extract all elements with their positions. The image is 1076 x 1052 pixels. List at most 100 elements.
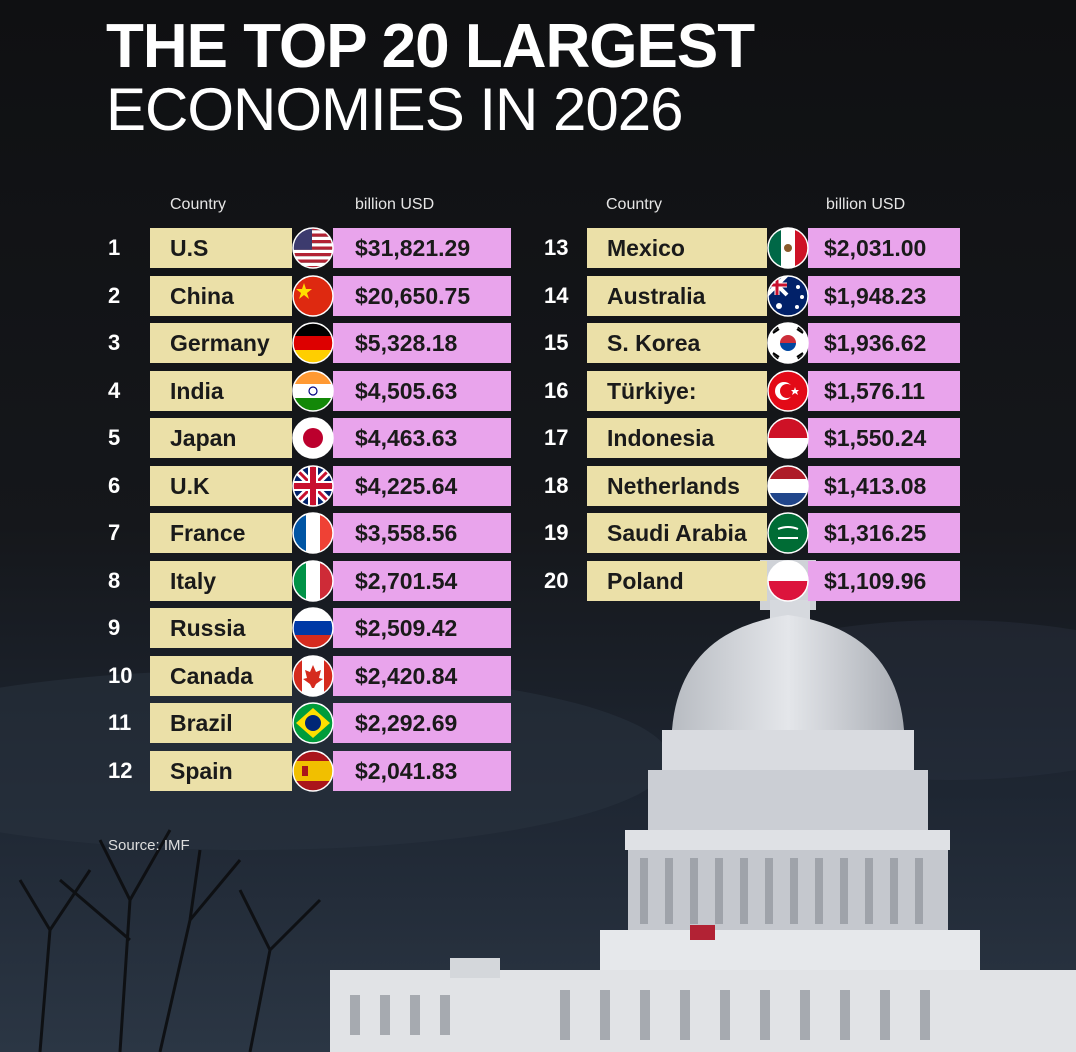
rank-label: 18	[544, 473, 569, 498]
rank-label: 3	[108, 330, 121, 355]
gdp-value: $2,420.84	[355, 663, 458, 689]
page-title: THE TOP 20 LARGEST	[106, 12, 755, 81]
india-flag-icon	[292, 370, 334, 412]
rank-label: 9	[108, 615, 121, 640]
country-cell: India	[150, 371, 292, 411]
country-cell: Spain	[150, 751, 292, 791]
country-cell: Germany	[150, 323, 292, 363]
netherlands-flag-icon	[767, 465, 809, 507]
gdp-value: $20,650.75	[355, 283, 471, 309]
column-header-country-right: Country	[606, 196, 663, 213]
spain-flag-icon	[292, 750, 334, 792]
gdp-value: $2,701.54	[355, 568, 458, 594]
rank-label: 20	[544, 568, 569, 593]
country-cell: Russia	[150, 608, 292, 648]
value-cell: $31,821.29	[333, 228, 511, 268]
country-name: Spain	[170, 758, 233, 784]
value-cell: $4,225.64	[333, 466, 511, 506]
value-cell: $2,041.83	[333, 751, 511, 791]
country-cell: Italy	[150, 561, 292, 601]
gdp-value: $1,316.25	[824, 520, 927, 546]
country-cell: Saudi Arabia	[587, 513, 767, 553]
rank-label: 11	[108, 710, 132, 735]
japan-flag-icon	[292, 417, 334, 459]
gdp-value: $2,292.69	[355, 710, 458, 736]
country-name: India	[170, 378, 224, 404]
value-cell: $1,550.24	[808, 418, 960, 458]
value-cell: $2,292.69	[333, 703, 511, 743]
gdp-value: $1,109.96	[824, 568, 927, 594]
gdp-value: $1,550.24	[824, 425, 927, 451]
germany-flag-icon	[292, 322, 334, 364]
gdp-value: $5,328.18	[355, 330, 458, 356]
value-cell: $5,328.18	[333, 323, 511, 363]
country-cell: Türkiye:	[587, 371, 767, 411]
column-header-value-right: billion USD	[826, 196, 906, 213]
country-cell: Netherlands	[587, 466, 767, 506]
saudi-arabia-flag-icon	[767, 512, 809, 554]
rank-label: 14	[544, 283, 569, 308]
country-name: France	[170, 520, 246, 546]
gdp-value: $31,821.29	[355, 235, 471, 261]
usa-flag-icon	[292, 227, 334, 269]
turkey-flag-icon	[767, 370, 809, 412]
value-cell: $20,650.75	[333, 276, 511, 316]
poland-flag-icon	[767, 560, 809, 602]
russia-flag-icon	[292, 607, 334, 649]
value-cell: $1,316.25	[808, 513, 960, 553]
rank-label: 16	[544, 378, 569, 403]
gdp-value: $4,463.63	[355, 425, 458, 451]
country-name: S. Korea	[607, 330, 701, 356]
rank-label: 15	[544, 330, 569, 355]
rank-label: 13	[544, 235, 569, 260]
gdp-value: $1,948.23	[824, 283, 927, 309]
country-cell: China	[150, 276, 292, 316]
value-cell: $1,948.23	[808, 276, 960, 316]
rank-label: 6	[108, 473, 121, 498]
country-name: U.K	[170, 473, 210, 499]
italy-flag-icon	[292, 560, 334, 602]
column-header-value-left: billion USD	[355, 196, 435, 213]
value-cell: $1,576.11	[808, 371, 960, 411]
indonesia-flag-icon	[767, 417, 809, 459]
column-header-country-left: Country	[170, 196, 227, 213]
country-name: China	[170, 283, 234, 309]
gdp-value: $4,505.63	[355, 378, 458, 404]
rank-label: 1	[108, 235, 121, 260]
value-cell: $2,701.54	[333, 561, 511, 601]
country-name: Indonesia	[607, 425, 715, 451]
source-note: Source: IMF	[108, 837, 190, 854]
mexico-flag-icon	[767, 227, 809, 269]
rank-label: 19	[544, 520, 569, 545]
country-name: Netherlands	[607, 473, 740, 499]
country-name: Mexico	[607, 235, 685, 261]
country-name: Brazil	[170, 710, 233, 736]
gdp-value: $2,041.83	[355, 758, 458, 784]
country-cell: Australia	[587, 276, 767, 316]
gdp-value: $2,509.42	[355, 615, 458, 641]
country-name: Saudi Arabia	[607, 520, 747, 546]
rank-label: 12	[108, 758, 133, 783]
country-name: Italy	[170, 568, 217, 594]
gdp-value: $2,031.00	[824, 235, 927, 261]
canada-flag-icon	[292, 655, 334, 697]
brazil-flag-icon	[292, 702, 334, 744]
rank-label: 5	[108, 425, 121, 450]
gdp-value: $1,936.62	[824, 330, 927, 356]
gdp-value: $4,225.64	[355, 473, 458, 499]
rank-label: 10	[108, 663, 133, 688]
country-name: Canada	[170, 663, 254, 689]
country-cell: France	[150, 513, 292, 553]
country-cell: Japan	[150, 418, 292, 458]
country-name: Australia	[607, 283, 706, 309]
value-cell: $1,413.08	[808, 466, 960, 506]
uk-flag-icon	[292, 465, 334, 507]
country-cell: Poland	[587, 561, 767, 601]
rank-label: 17	[544, 425, 569, 450]
france-flag-icon	[292, 512, 334, 554]
country-name: Russia	[170, 615, 246, 641]
value-cell: $2,509.42	[333, 608, 511, 648]
value-cell: $4,505.63	[333, 371, 511, 411]
value-cell: $1,936.62	[808, 323, 960, 363]
gdp-value: $1,413.08	[824, 473, 927, 499]
